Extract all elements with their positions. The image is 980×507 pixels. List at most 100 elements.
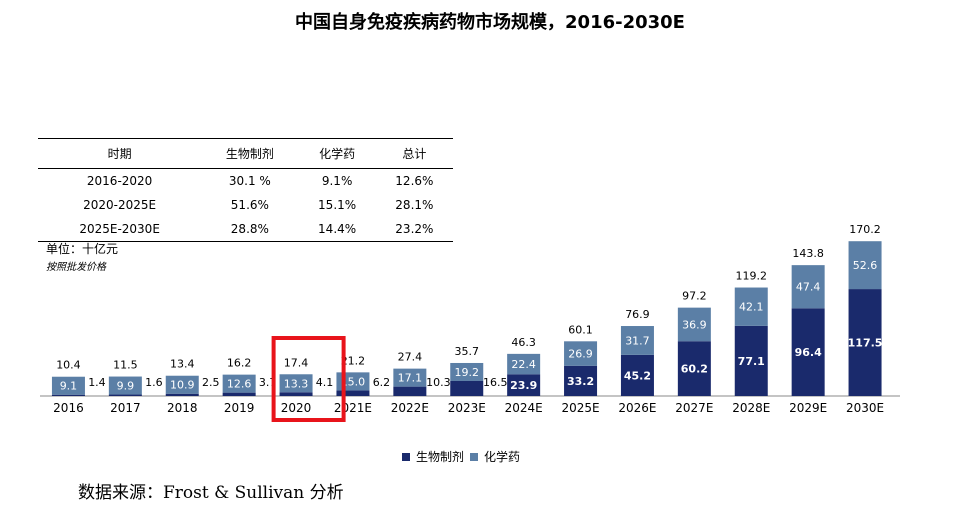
price-basis-note: 按照批发价格: [46, 262, 106, 273]
data-label-total: 16.2: [227, 357, 252, 370]
data-label-total: 35.7: [455, 345, 480, 358]
data-label-total: 13.4: [170, 358, 195, 371]
data-label-total: 10.4: [56, 359, 81, 372]
bar-chem: [507, 353, 541, 375]
bar-bio: [393, 386, 427, 396]
x-tick-label: 2021E: [334, 401, 372, 415]
x-tick-label: 2016: [53, 401, 84, 415]
data-label-total: 17.4: [284, 356, 309, 369]
data-label-bio: 60.2: [681, 363, 708, 376]
table-cell: 2025E-2030E: [38, 217, 202, 242]
table-header-period: 时期: [38, 138, 202, 169]
data-label-chem: 22.4: [511, 358, 536, 371]
x-tick-label: 2023E: [448, 401, 486, 415]
data-label-bio: 6.2: [373, 376, 391, 389]
bar-bio: [620, 354, 654, 396]
x-tick-label: 2020: [281, 401, 312, 415]
data-label-chem: 12.6: [227, 378, 252, 391]
data-label-total: 21.2: [341, 354, 366, 367]
table-cell: 14.4%: [298, 217, 376, 242]
x-tick-label: 2026E: [618, 401, 656, 415]
data-label-chem: 13.3: [284, 377, 309, 390]
bar-bio: [450, 380, 484, 396]
data-label-chem: 19.2: [455, 366, 480, 379]
bar-chem: [108, 376, 142, 395]
x-tick-label: 2024E: [505, 401, 543, 415]
x-tick-label: 2017: [110, 401, 141, 415]
x-tick-label: 2030E: [846, 401, 884, 415]
bar-bio: [677, 341, 711, 396]
table-cell: 28.8%: [201, 217, 299, 242]
bar-chem: [564, 341, 598, 366]
data-label-total: 46.3: [511, 336, 536, 349]
bar-chem: [848, 241, 882, 290]
x-tick-label: 2019: [224, 401, 255, 415]
bar-chem: [279, 374, 313, 393]
bar-bio: [165, 393, 199, 396]
table-cell: 2020-2025E: [83, 198, 157, 212]
chart-legend: 生物制剂 化学药: [402, 448, 520, 465]
data-label-bio: 33.2: [567, 375, 594, 388]
source-note: 数据来源：Frost & Sullivan 分析: [78, 483, 344, 503]
highlight-box-2020: [271, 336, 346, 422]
data-label-total: 76.9: [625, 308, 650, 321]
x-tick-label: 2029E: [789, 401, 827, 415]
data-label-bio: 4.1: [316, 376, 334, 389]
bar-bio: [108, 394, 142, 396]
bar-bio: [734, 325, 768, 396]
legend-swatch-bio: [402, 452, 410, 461]
unit-label: 单位：十亿元: [46, 242, 119, 256]
data-label-total: 60.1: [568, 323, 593, 336]
bar-chem: [677, 307, 711, 342]
table-cell: 23.2%: [375, 217, 453, 242]
table-header-row: 时期 生物制剂 化学药 总计: [38, 138, 453, 169]
bar-chem: [450, 362, 484, 381]
table-cell: 30.1 %: [228, 174, 271, 188]
data-label-total: 143.8: [792, 247, 824, 260]
data-label-chem: 9.9: [117, 380, 135, 393]
data-label-bio: 45.2: [624, 369, 651, 382]
legend-swatch-chem: [470, 452, 479, 461]
table-cell: 28.1%: [395, 198, 434, 212]
data-label-bio: 1.4: [88, 376, 106, 389]
data-label-total: 170.2: [849, 223, 881, 236]
chart-title: 中国自身免疫疾病药物市场规模，2016-2030E: [295, 12, 685, 33]
data-label-chem: 47.4: [796, 281, 821, 294]
bar-chem: [165, 375, 199, 394]
data-label-bio: 10.3: [426, 376, 451, 389]
cagr-table: 时期 生物制剂 化学药 总计 2016-2020 30.1 % 9.1% 12.…: [38, 138, 453, 242]
x-tick-label: 2018: [167, 401, 198, 415]
table-cell: 12.6%: [395, 174, 434, 188]
data-label-chem: 10.9: [170, 379, 195, 392]
data-label-total: 119.2: [736, 270, 768, 283]
x-tick-label: 2028E: [732, 401, 770, 415]
bar-chart: 9.1 1.4 10.4 2016 9.9 1.6 11.5 2017 10.9 2.5 13.4 2…: [40, 223, 900, 422]
data-label-chem: 36.9: [682, 318, 707, 331]
data-label-chem: 17.1: [398, 372, 423, 385]
data-label-chem: 52.6: [853, 259, 878, 272]
bar-bio: [507, 374, 541, 396]
bar-chem: [734, 287, 768, 326]
data-label-bio: 23.9: [510, 379, 537, 392]
data-label-bio: 16.5: [483, 376, 508, 389]
bar-chem: [791, 265, 825, 309]
data-label-chem: 26.9: [568, 348, 593, 361]
legend-label-chem: 化学药: [484, 450, 521, 464]
data-label-chem: 15.0: [341, 375, 366, 388]
data-label-bio: 117.5: [848, 337, 883, 350]
table-row: 2016-2020 30.1 % 9.1% 12.6%: [38, 169, 453, 194]
bar-chem: [620, 326, 654, 355]
data-label-chem: 9.1: [60, 380, 78, 393]
table-row: 2025E-2030E 28.8% 14.4% 23.2%: [38, 217, 453, 242]
data-label-bio: 2.5: [202, 376, 220, 389]
bar-bio: [848, 289, 882, 396]
x-tick-label: 2025E: [561, 401, 599, 415]
bar-chem: [393, 368, 427, 387]
x-tick-label: 2022E: [391, 401, 429, 415]
bar-bio: [336, 390, 370, 396]
table-cell: 2016-2020: [86, 174, 153, 188]
data-label-bio: 77.1: [738, 355, 765, 368]
bar-bio: [791, 308, 825, 396]
table-header-total: 总计: [375, 138, 453, 169]
data-label-bio: 96.4: [795, 346, 822, 359]
